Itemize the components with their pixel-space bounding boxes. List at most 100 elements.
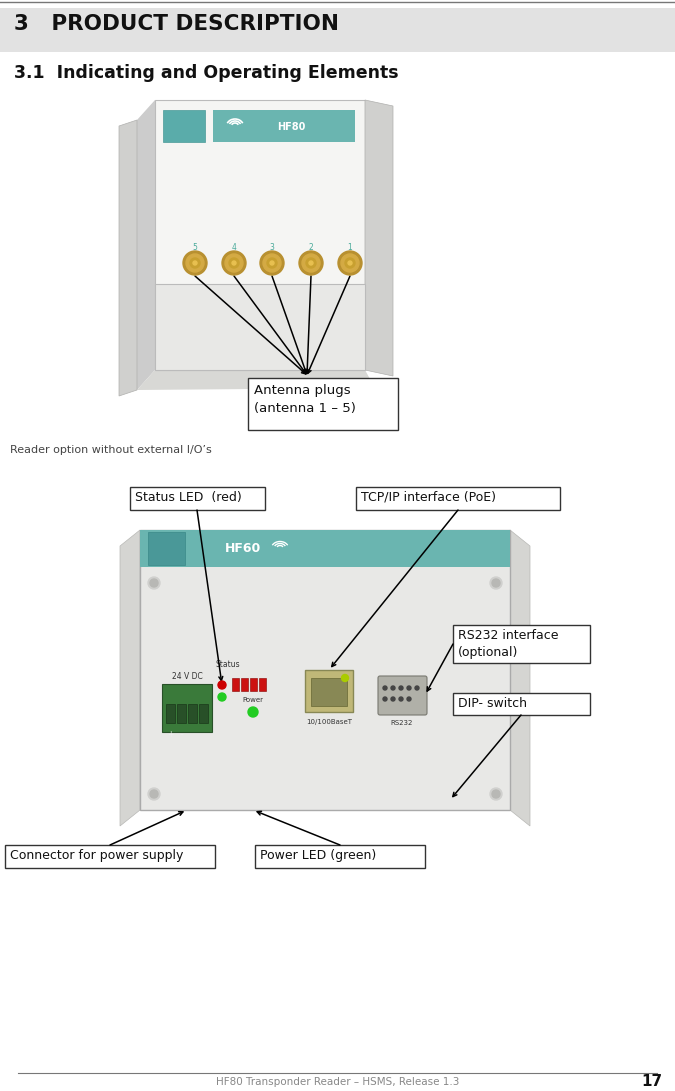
Text: 10/100BaseT: 10/100BaseT	[306, 719, 352, 726]
Circle shape	[399, 697, 403, 702]
Text: Reader option without external I/O’s: Reader option without external I/O’s	[10, 445, 212, 455]
FancyBboxPatch shape	[165, 704, 175, 722]
Text: Power: Power	[242, 697, 263, 703]
FancyBboxPatch shape	[155, 100, 365, 370]
Circle shape	[299, 251, 323, 275]
Circle shape	[190, 257, 200, 268]
Text: DIP- switch: DIP- switch	[458, 697, 527, 710]
Circle shape	[218, 681, 226, 690]
Text: Status LED  (red): Status LED (red)	[135, 491, 242, 504]
FancyBboxPatch shape	[311, 678, 347, 706]
Circle shape	[345, 257, 355, 268]
FancyBboxPatch shape	[213, 110, 355, 142]
Text: 4: 4	[232, 242, 236, 252]
Text: HF80 Transponder Reader – HSMS, Release 1.3: HF80 Transponder Reader – HSMS, Release …	[216, 1077, 460, 1087]
FancyBboxPatch shape	[305, 670, 353, 712]
Text: Connector for power supply: Connector for power supply	[10, 849, 184, 862]
Circle shape	[150, 579, 158, 587]
Circle shape	[183, 251, 207, 275]
Text: Power LED (green): Power LED (green)	[260, 849, 376, 862]
FancyBboxPatch shape	[453, 693, 590, 715]
FancyBboxPatch shape	[0, 8, 675, 52]
Text: HF60: HF60	[225, 542, 261, 555]
Circle shape	[150, 790, 158, 798]
Circle shape	[193, 261, 197, 265]
Circle shape	[222, 251, 246, 275]
FancyBboxPatch shape	[188, 704, 196, 722]
Text: 5: 5	[192, 242, 197, 252]
Circle shape	[383, 697, 387, 702]
Polygon shape	[365, 100, 393, 376]
FancyBboxPatch shape	[259, 678, 266, 691]
Text: 2: 2	[308, 242, 313, 252]
FancyBboxPatch shape	[140, 530, 510, 567]
Circle shape	[309, 261, 313, 265]
Text: +: +	[167, 730, 173, 739]
FancyBboxPatch shape	[162, 684, 212, 732]
Text: 17: 17	[641, 1075, 663, 1090]
Text: HF80: HF80	[277, 122, 305, 132]
Circle shape	[148, 577, 160, 589]
FancyBboxPatch shape	[148, 532, 185, 565]
Circle shape	[229, 257, 239, 268]
Circle shape	[490, 577, 502, 589]
FancyBboxPatch shape	[130, 487, 265, 509]
Circle shape	[218, 693, 226, 702]
Circle shape	[148, 788, 160, 800]
Circle shape	[260, 251, 284, 275]
Text: Status: Status	[216, 660, 240, 669]
Polygon shape	[137, 100, 155, 389]
Circle shape	[342, 674, 348, 682]
Circle shape	[399, 686, 403, 690]
Text: 24 V DC: 24 V DC	[171, 672, 202, 681]
Text: –: –	[180, 730, 184, 739]
Text: RS232: RS232	[391, 720, 413, 726]
Text: 3.1  Indicating and Operating Elements: 3.1 Indicating and Operating Elements	[14, 64, 399, 82]
Circle shape	[232, 261, 236, 265]
FancyBboxPatch shape	[176, 704, 186, 722]
Polygon shape	[120, 530, 140, 826]
Circle shape	[302, 254, 320, 272]
FancyBboxPatch shape	[250, 678, 257, 691]
FancyBboxPatch shape	[198, 704, 207, 722]
FancyBboxPatch shape	[163, 110, 205, 142]
Circle shape	[383, 686, 387, 690]
Circle shape	[492, 790, 500, 798]
Circle shape	[306, 257, 316, 268]
Text: 3: 3	[269, 242, 275, 252]
FancyBboxPatch shape	[232, 678, 239, 691]
FancyBboxPatch shape	[140, 530, 510, 810]
Circle shape	[270, 261, 274, 265]
Circle shape	[248, 707, 258, 717]
Circle shape	[338, 251, 362, 275]
Polygon shape	[119, 120, 137, 396]
FancyBboxPatch shape	[255, 846, 425, 868]
Circle shape	[407, 686, 411, 690]
Text: 1: 1	[348, 242, 352, 252]
Circle shape	[415, 686, 419, 690]
Circle shape	[341, 254, 359, 272]
Polygon shape	[510, 530, 530, 826]
Circle shape	[267, 257, 277, 268]
FancyBboxPatch shape	[356, 487, 560, 509]
Polygon shape	[137, 370, 375, 389]
Circle shape	[391, 686, 395, 690]
Text: 3   PRODUCT DESCRIPTION: 3 PRODUCT DESCRIPTION	[14, 14, 339, 34]
Circle shape	[490, 788, 502, 800]
Circle shape	[263, 254, 281, 272]
FancyBboxPatch shape	[248, 377, 398, 430]
FancyBboxPatch shape	[241, 678, 248, 691]
Text: RS232 interface
(optional): RS232 interface (optional)	[458, 630, 558, 659]
Circle shape	[492, 579, 500, 587]
FancyBboxPatch shape	[453, 625, 590, 663]
Circle shape	[391, 697, 395, 702]
FancyBboxPatch shape	[378, 676, 427, 715]
Text: TCP/IP interface (PoE): TCP/IP interface (PoE)	[361, 491, 496, 504]
Circle shape	[348, 261, 352, 265]
FancyBboxPatch shape	[5, 846, 215, 868]
FancyBboxPatch shape	[155, 284, 365, 370]
Circle shape	[407, 697, 411, 702]
Text: Antenna plugs
(antenna 1 – 5): Antenna plugs (antenna 1 – 5)	[254, 384, 356, 415]
Circle shape	[225, 254, 243, 272]
Circle shape	[186, 254, 204, 272]
